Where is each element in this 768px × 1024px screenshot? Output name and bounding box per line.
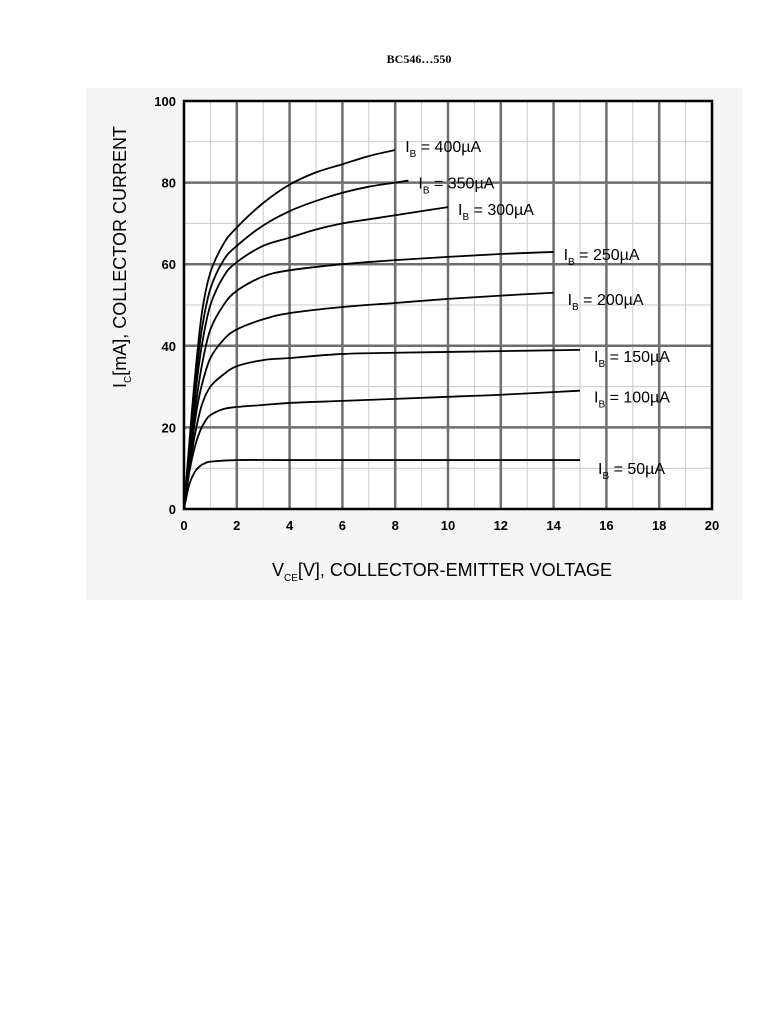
y-tick-label: 0: [169, 502, 176, 517]
curve-label-value: = 400µA: [416, 139, 481, 156]
curve-label-sub: B: [602, 471, 609, 482]
curve-label-sub: B: [598, 359, 605, 370]
curve-label-value: = 250µA: [575, 247, 640, 264]
curve-label-sub: B: [598, 400, 605, 411]
curve-ib-2: [183, 348, 581, 510]
curve-label-sub: B: [572, 302, 579, 313]
grid: [184, 101, 712, 509]
page-header: BC546…550: [386, 52, 452, 66]
x-tick-labels: 0 2 4 6 8 10 12 14 16 18 20: [180, 518, 719, 533]
curve-label-main: I: [564, 247, 568, 264]
curve-ib-1: [183, 389, 581, 510]
curve-label: IB = 400µA: [405, 139, 481, 160]
y-tick-label: 100: [154, 94, 176, 109]
curve-label-main: I: [598, 461, 602, 478]
curve-label-main: I: [568, 292, 572, 309]
x-axis-label-sub: CE: [284, 573, 298, 584]
curve-label-sub: B: [423, 186, 430, 197]
x-tick-label: 8: [392, 518, 399, 533]
curves: [183, 149, 581, 510]
curve-ib-4: [183, 251, 554, 510]
x-tick-label: 6: [339, 518, 346, 533]
y-tick-label: 20: [162, 420, 176, 435]
y-axis-label-rest: [mA], COLLECTOR CURRENT: [110, 126, 130, 376]
curve-ib-0: [183, 459, 580, 510]
curve-label-value: = 350µA: [430, 176, 495, 193]
curve-ib-7: [183, 149, 396, 510]
x-tick-label: 10: [441, 518, 455, 533]
curve-label-value: = 150µA: [605, 349, 670, 366]
x-tick-label: 20: [705, 518, 719, 533]
curve-label-sub: B: [568, 257, 575, 268]
curve-label: IB = 100µA: [594, 390, 670, 411]
y-tick-label: 40: [162, 339, 176, 354]
y-tick-label: 80: [162, 176, 176, 191]
curve-label: IB = 300µA: [458, 202, 534, 223]
curve-label-sub: B: [410, 149, 417, 160]
curve-label: IB = 150µA: [594, 349, 670, 370]
curve-label-value: = 100µA: [605, 390, 670, 407]
curve-label: IB = 200µA: [568, 292, 644, 313]
curve-label-main: I: [405, 139, 409, 156]
chart-figure: 0 2 4 6 8 10 12 14 16 18 20 0 20 40 60 80 100 IB = 50µA…: [86, 88, 742, 600]
curve-ib-3: [183, 291, 554, 510]
plot-frame: [182, 99, 714, 511]
y-axis-label-sub: C: [123, 376, 134, 383]
x-axis-label-rest: [V], COLLECTOR-EMITTER VOLTAGE: [298, 560, 612, 580]
curve-label-sub: B: [462, 212, 469, 223]
curve-label-value: = 200µA: [579, 292, 644, 309]
curve-label: IB = 50µA: [598, 461, 665, 482]
curve-label: IB = 250µA: [564, 247, 640, 268]
x-tick-label: 12: [494, 518, 508, 533]
curve-label-main: I: [458, 202, 462, 219]
x-axis-label-main: V: [272, 560, 284, 580]
x-tick-label: 4: [286, 518, 294, 533]
x-axis-label: VCE[V], COLLECTOR-EMITTER VOLTAGE: [272, 560, 612, 584]
x-tick-label: 16: [599, 518, 613, 533]
curve-label-main: I: [594, 349, 598, 366]
curve-ib-5: [183, 206, 449, 510]
x-tick-label: 0: [180, 518, 187, 533]
curve-label-value: = 50µA: [609, 461, 665, 478]
x-tick-label: 14: [546, 518, 561, 533]
x-tick-label: 2: [233, 518, 240, 533]
curve-label: IB = 350µA: [418, 176, 494, 197]
x-tick-label: 18: [652, 518, 666, 533]
curve-label-main: I: [594, 390, 598, 407]
y-tick-label: 60: [162, 257, 176, 272]
curve-label-main: I: [418, 176, 422, 193]
curve-ib-6: [183, 179, 409, 510]
y-axis-label: IC[mA], COLLECTOR CURRENT: [110, 126, 134, 388]
curve-label-value: = 300µA: [469, 202, 534, 219]
y-axis-label-main: I: [110, 383, 130, 388]
y-tick-labels: 0 20 40 60 80 100: [154, 94, 176, 517]
